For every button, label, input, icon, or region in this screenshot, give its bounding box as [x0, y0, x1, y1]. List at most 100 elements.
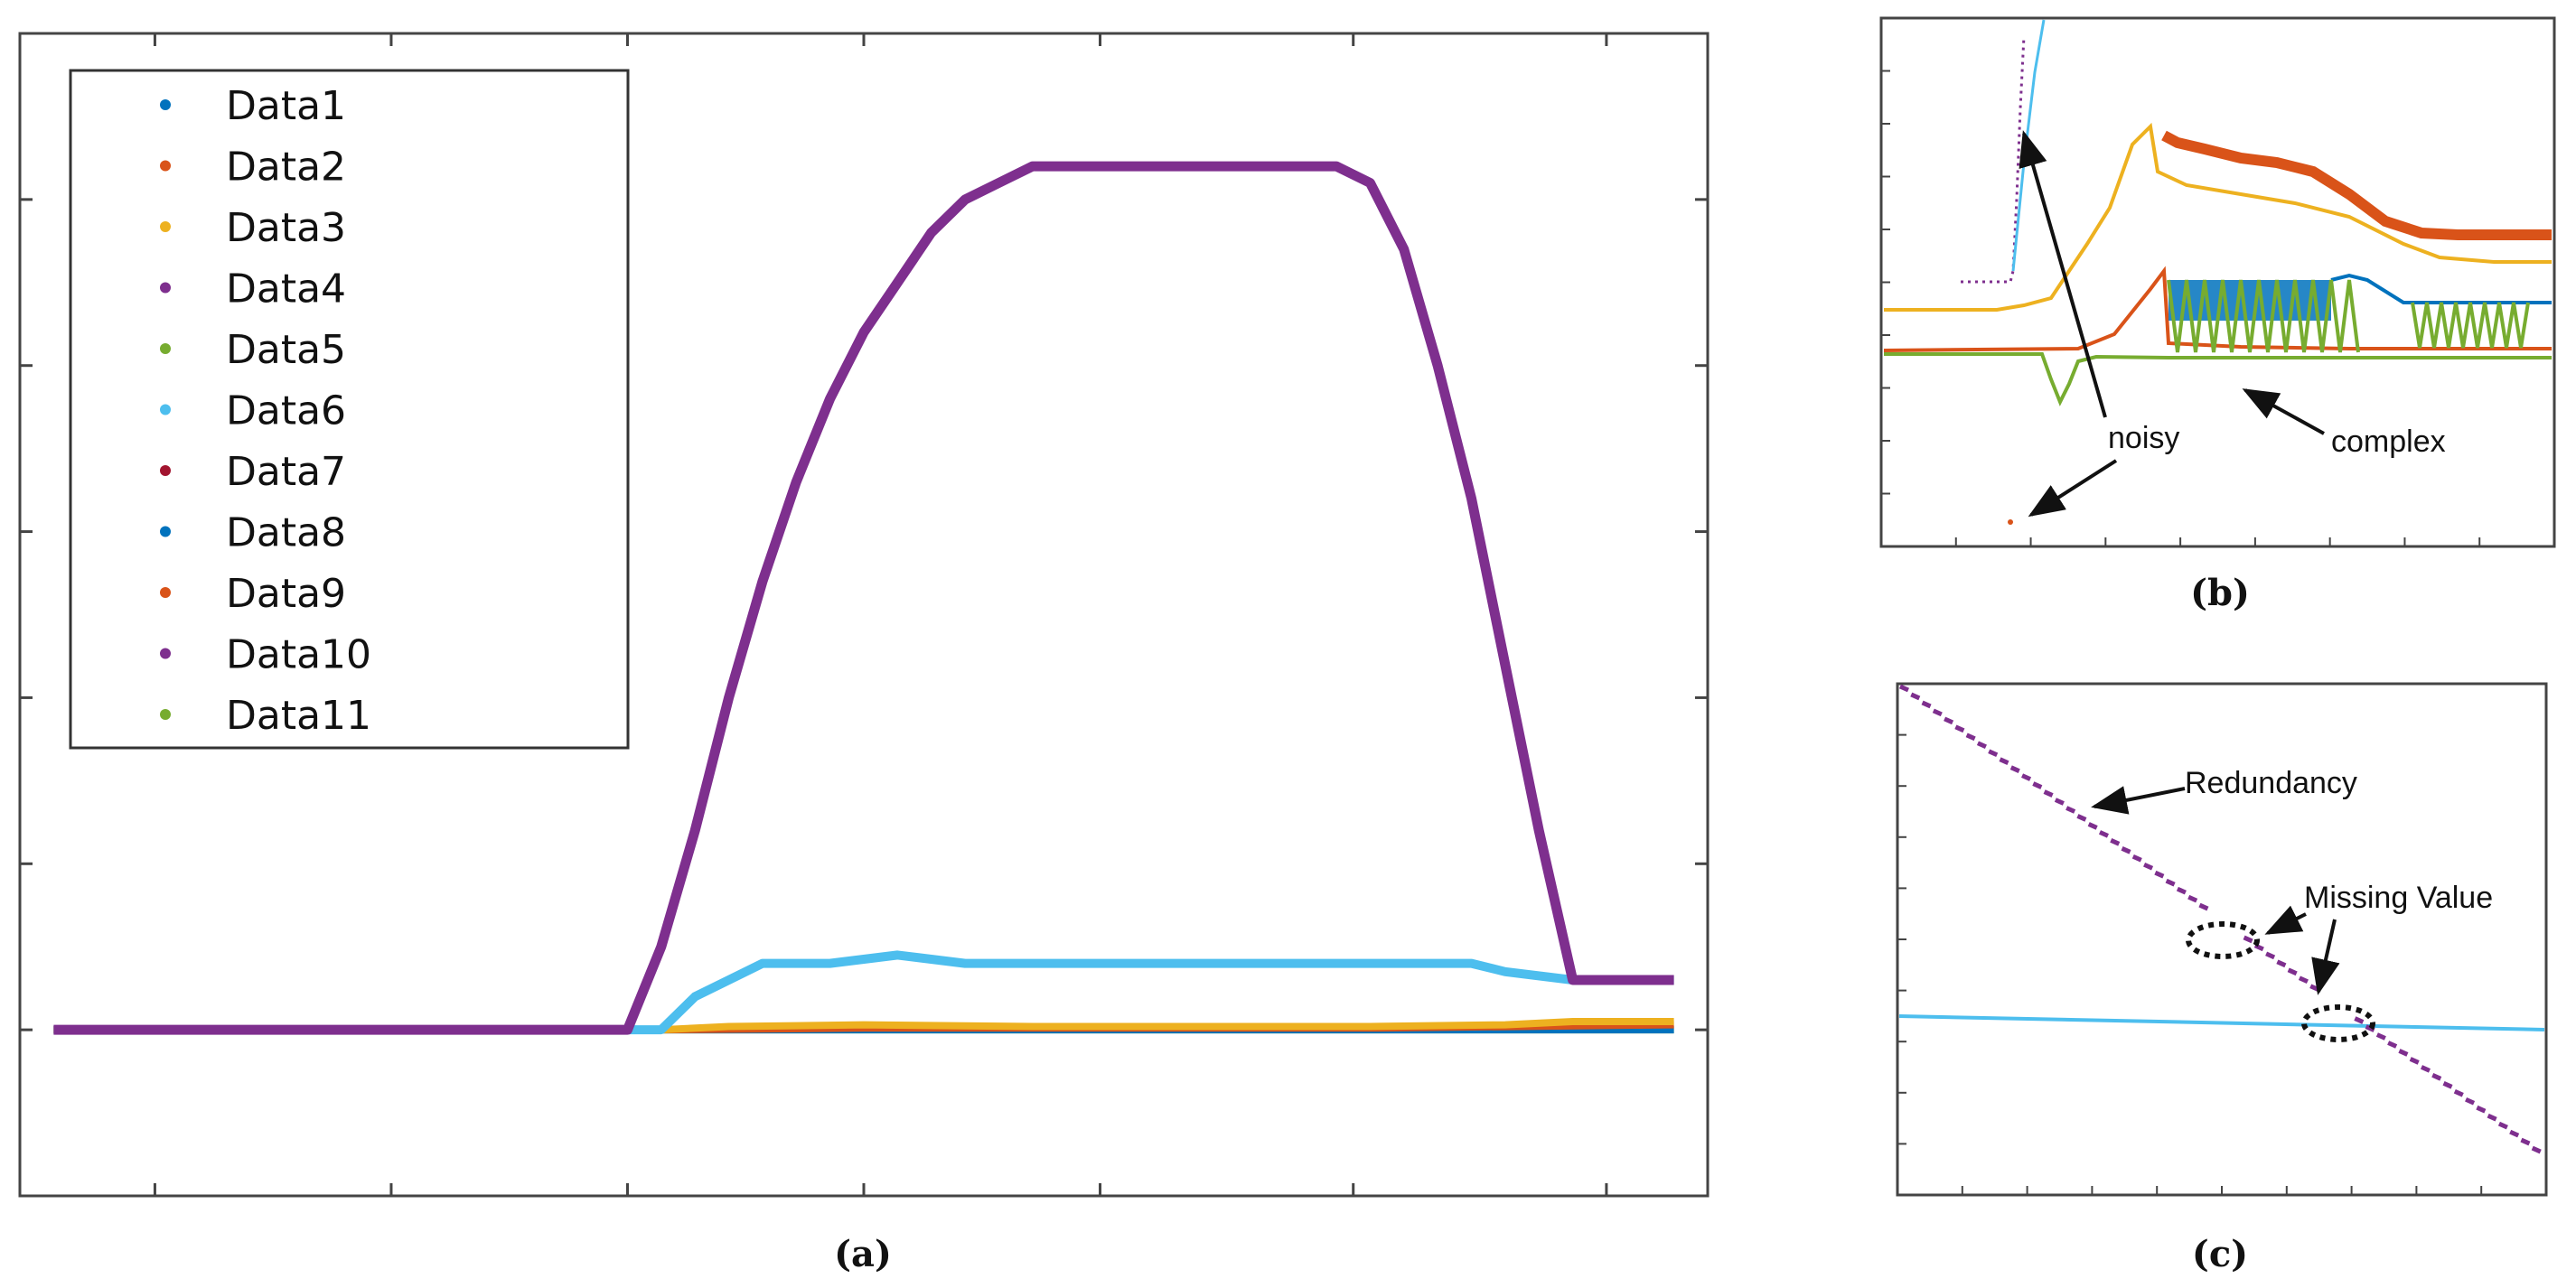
step-segment [2531, 1145, 2542, 1154]
step-segment [2198, 902, 2209, 911]
step-segment [2465, 1097, 2476, 1106]
complex-arrow [2242, 388, 2325, 435]
step-segment [2431, 1073, 2442, 1081]
step-segment [2398, 1049, 2409, 1057]
step-segment [2354, 1016, 2365, 1024]
panel-b-ticks [1881, 70, 2481, 546]
panel-c-ticks [1897, 733, 2483, 1195]
step-segment [2387, 1041, 2398, 1049]
step-segment [2110, 838, 2121, 846]
step-segment [2409, 1057, 2420, 1065]
step-segment [2087, 822, 2098, 830]
step-segment [2253, 943, 2264, 952]
step-segment [1932, 708, 1943, 717]
panel-b-series-yellow [1884, 122, 2552, 312]
step-segment [2476, 1105, 2487, 1114]
step-segment [2121, 846, 2131, 854]
panel-c-axes-box [1896, 682, 2548, 1197]
panel-b-series-orange-lower [1883, 266, 2552, 352]
annotation-missing-value: Missing Value [2304, 881, 2493, 915]
panel-b-series-green-noise [2167, 279, 2360, 353]
legend-label: Data3 [226, 205, 346, 251]
step-segment [1965, 733, 1976, 742]
step-segment [1910, 692, 1921, 701]
step-segment [2021, 773, 2032, 781]
legend-label: Data2 [226, 145, 346, 191]
legend-label: Data11 [226, 693, 371, 739]
step-segment [2487, 1113, 2497, 1122]
step-segment [2287, 967, 2298, 976]
step-segment [2375, 1032, 2386, 1041]
legend-marker [160, 160, 171, 172]
step-segment [2298, 975, 2309, 985]
step-segment [2509, 1129, 2520, 1138]
legend-label: Data9 [226, 571, 346, 617]
legend-marker [160, 404, 171, 415]
legend-marker [160, 282, 171, 294]
panel-a-series [53, 161, 1674, 1035]
panel-c-chart: Redundancy Missing Value (c) [1896, 682, 2548, 1275]
series-line-data3 [53, 1018, 1674, 1034]
legend-label: Data1 [226, 83, 346, 129]
panel-b-chart: noisy complex (b) [1879, 16, 2556, 614]
step-segment [2032, 781, 2043, 789]
noisy-arrow-up [2019, 130, 2107, 418]
step-segment [2165, 878, 2176, 887]
legend-label: Data4 [226, 266, 346, 313]
panel-b-outlier-point [2008, 519, 2013, 525]
step-segment [2265, 951, 2276, 960]
panel-b-series-blue-line [2330, 273, 2552, 304]
missing-value-marker-2 [2301, 1004, 2375, 1042]
step-segment [1921, 700, 1932, 709]
panel-b-series-blue-band [2169, 280, 2331, 321]
step-segment [2176, 886, 2187, 895]
legend-marker [160, 221, 171, 232]
missing-value-marker-1 [2186, 921, 2260, 959]
panel-c-caption: (c) [2192, 1233, 2248, 1275]
step-segment [2276, 959, 2287, 968]
step-segment [2520, 1137, 2531, 1146]
step-segment [2187, 894, 2198, 903]
step-segment [2054, 798, 2065, 806]
legend-marker [160, 648, 171, 659]
panel-b-series-green-base [1884, 352, 2552, 406]
noisy-arrow-down [2028, 459, 2118, 518]
legend-marker [160, 99, 171, 110]
panel-a-legend: Data1 Data2 Data3 Data4 Data5 Data6 Data7 Data8… [69, 69, 630, 750]
panel-b-series-orange-upper [2161, 130, 2552, 240]
panel-c-series-purple-steps [1898, 684, 2542, 1154]
panel-c-series-cyan [1898, 1014, 2545, 1031]
legend-marker [160, 587, 171, 598]
legend-marker [160, 465, 171, 476]
step-segment [2243, 935, 2253, 944]
legend-label: Data6 [226, 388, 346, 434]
missing-value-arrow-2 [2311, 919, 2340, 995]
legend-marker [160, 709, 171, 720]
panel-a-chart: Data1 Data2 Data3 Data4 Data5 Data6 Data7 Data8… [18, 32, 1710, 1275]
missing-value-arrow-1 [2264, 905, 2307, 935]
step-segment [1999, 757, 2009, 765]
step-segment [2131, 854, 2142, 863]
panel-b-series-cyan [2011, 19, 2046, 272]
step-segment [2076, 814, 2087, 822]
legend-marker [160, 343, 171, 354]
step-segment [1944, 716, 1954, 725]
step-segment [1988, 749, 1999, 758]
step-segment [2497, 1121, 2508, 1130]
panel-a-ticks [20, 32, 1708, 1198]
step-segment [2143, 862, 2154, 871]
legend-marker [160, 526, 171, 537]
step-segment [2065, 806, 2076, 814]
redundancy-arrow [2091, 786, 2186, 815]
panel-b-caption: (b) [2190, 572, 2250, 614]
series-line-data6 [53, 950, 1674, 1035]
step-segment [2154, 870, 2165, 879]
panel-a-caption: (a) [834, 1233, 892, 1275]
step-segment [2043, 789, 2054, 798]
step-segment [2420, 1065, 2431, 1073]
legend-label: Data8 [226, 510, 346, 556]
step-segment [2442, 1081, 2453, 1089]
legend-label: Data10 [226, 632, 371, 678]
step-segment [2453, 1088, 2464, 1097]
